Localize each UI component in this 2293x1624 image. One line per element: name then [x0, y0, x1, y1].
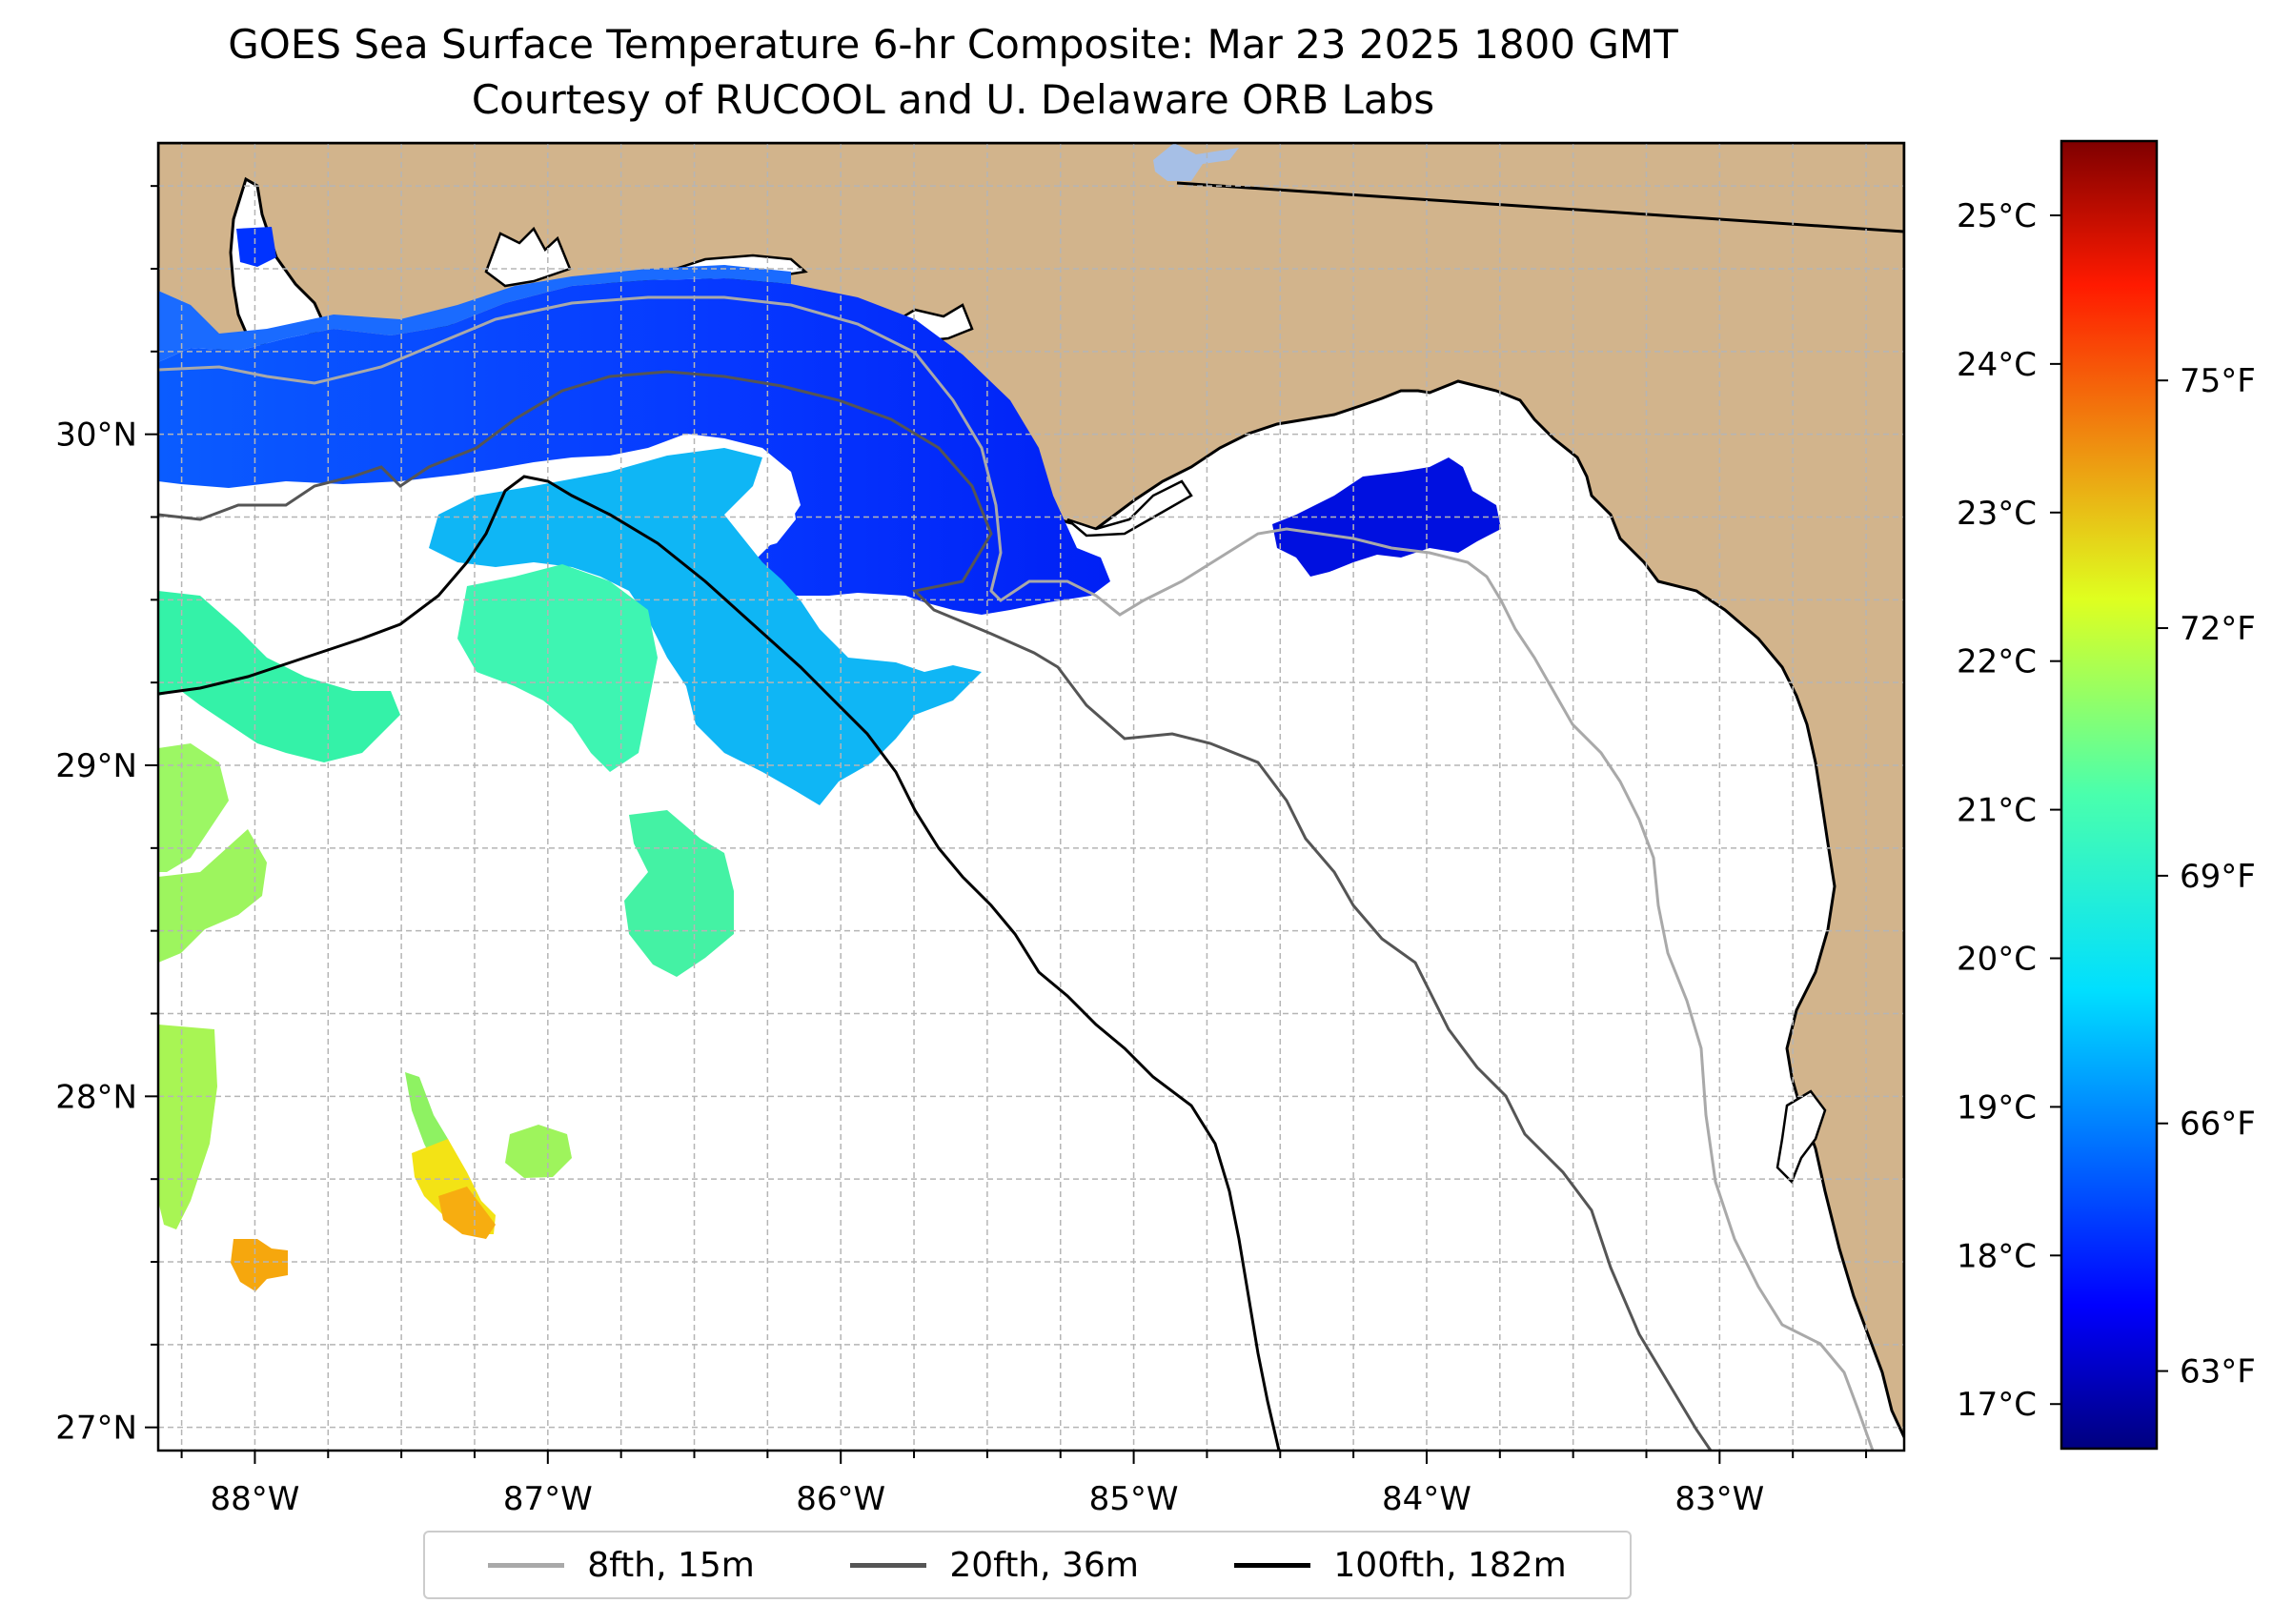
legend-label: 100fth, 182m	[1333, 1545, 1567, 1585]
lon-tick-label: 86°W	[796, 1480, 885, 1518]
legend-swatch	[850, 1562, 927, 1568]
map-gridlines	[158, 143, 1904, 1451]
celsius-tick-label: 20°C	[1957, 941, 2037, 979]
pensacola-bay	[484, 226, 572, 288]
fahrenheit-tick-label: 69°F	[2180, 858, 2256, 896]
celsius-tick-label: 19°C	[1957, 1088, 2037, 1127]
sst-orange-patch	[231, 1239, 288, 1291]
legend-item-8fth: 8fth, 15m	[488, 1546, 755, 1585]
map-axis-ticks: 88°W 87°W 86°W 85°W 84°W 83°W 27°N 28°N 29°N 30°N	[55, 185, 1868, 1518]
celsius-tick-label: 24°C	[1957, 346, 2037, 384]
map-frame	[156, 141, 1906, 1452]
sst-apalachee-patch	[1272, 457, 1501, 577]
map-subtitle: Courtesy of RUCOOL and U. Delaware ORB L…	[471, 76, 1435, 123]
sst-nearshore-band	[158, 278, 1110, 615]
colorbar-ticks: 17°C 18°C 19°C 20°C 21°C 22°C 23°C 24°C 25°C 63°F…	[1957, 197, 2256, 1424]
legend-swatch	[1234, 1562, 1311, 1568]
sst-data-layer	[158, 227, 1501, 1291]
isobath-100fth-182m	[158, 475, 1281, 1451]
lon-tick-label: 85°W	[1089, 1480, 1179, 1518]
lon-tick-label: 84°W	[1382, 1480, 1471, 1518]
celsius-tick-label: 25°C	[1957, 197, 2037, 235]
isobath-20fth-36m	[158, 370, 1713, 1451]
fahrenheit-tick-label: 63°F	[2180, 1353, 2256, 1391]
lake-seminole	[1153, 143, 1239, 181]
sst-orange-core	[438, 1187, 496, 1239]
sst-sw-green	[158, 1025, 217, 1229]
fahrenheit-tick-label: 75°F	[2180, 362, 2256, 400]
colorbar	[2060, 139, 2159, 1451]
sst-west-lightgreen	[158, 829, 267, 963]
sst-west-teal	[158, 591, 400, 762]
sst-mid-patch	[457, 564, 658, 772]
celsius-tick-label: 23°C	[1957, 495, 2037, 533]
lon-tick-label: 88°W	[210, 1480, 299, 1518]
celsius-tick-label: 22°C	[1957, 643, 2037, 681]
apalachicola-bay	[1066, 479, 1193, 538]
lat-tick-label: 30°N	[55, 416, 137, 455]
sst-west-green	[158, 743, 229, 872]
state-border	[1176, 181, 1904, 233]
celsius-tick-label: 17°C	[1957, 1386, 2037, 1424]
fahrenheit-tick-label: 72°F	[2180, 610, 2256, 648]
lon-tick-label: 83°W	[1674, 1480, 1764, 1518]
sst-mobile-bay-patch	[236, 227, 276, 267]
lat-tick-label: 27°N	[55, 1410, 137, 1448]
map-panel	[158, 143, 1904, 1451]
sst-small-green	[505, 1125, 572, 1178]
lon-tick-label: 87°W	[503, 1480, 593, 1518]
tampa-bay	[1776, 1089, 1827, 1185]
isobath-legend: 8fth, 15m 20fth, 36m 100fth, 182m	[423, 1531, 1632, 1599]
lat-tick-label: 28°N	[55, 1078, 137, 1116]
legend-swatch	[488, 1562, 565, 1568]
legend-item-20fth: 20fth, 36m	[850, 1546, 1139, 1585]
sst-south-teal	[624, 810, 734, 977]
legend-item-100fth: 100fth, 182m	[1234, 1545, 1567, 1585]
celsius-tick-label: 21°C	[1957, 792, 2037, 830]
isobath-8fth-15m	[158, 295, 1875, 1451]
fahrenheit-tick-label: 66°F	[2180, 1106, 2256, 1144]
map-title: GOES Sea Surface Temperature 6-hr Compos…	[228, 21, 1678, 68]
sst-offshore-cyan	[429, 448, 982, 805]
legend-label: 8fth, 15m	[587, 1545, 755, 1585]
lat-tick-label: 29°N	[55, 747, 137, 785]
sst-nearshore-fringe	[158, 265, 791, 362]
legend-label: 20fth, 36m	[949, 1545, 1139, 1585]
celsius-tick-label: 18°C	[1957, 1237, 2037, 1275]
